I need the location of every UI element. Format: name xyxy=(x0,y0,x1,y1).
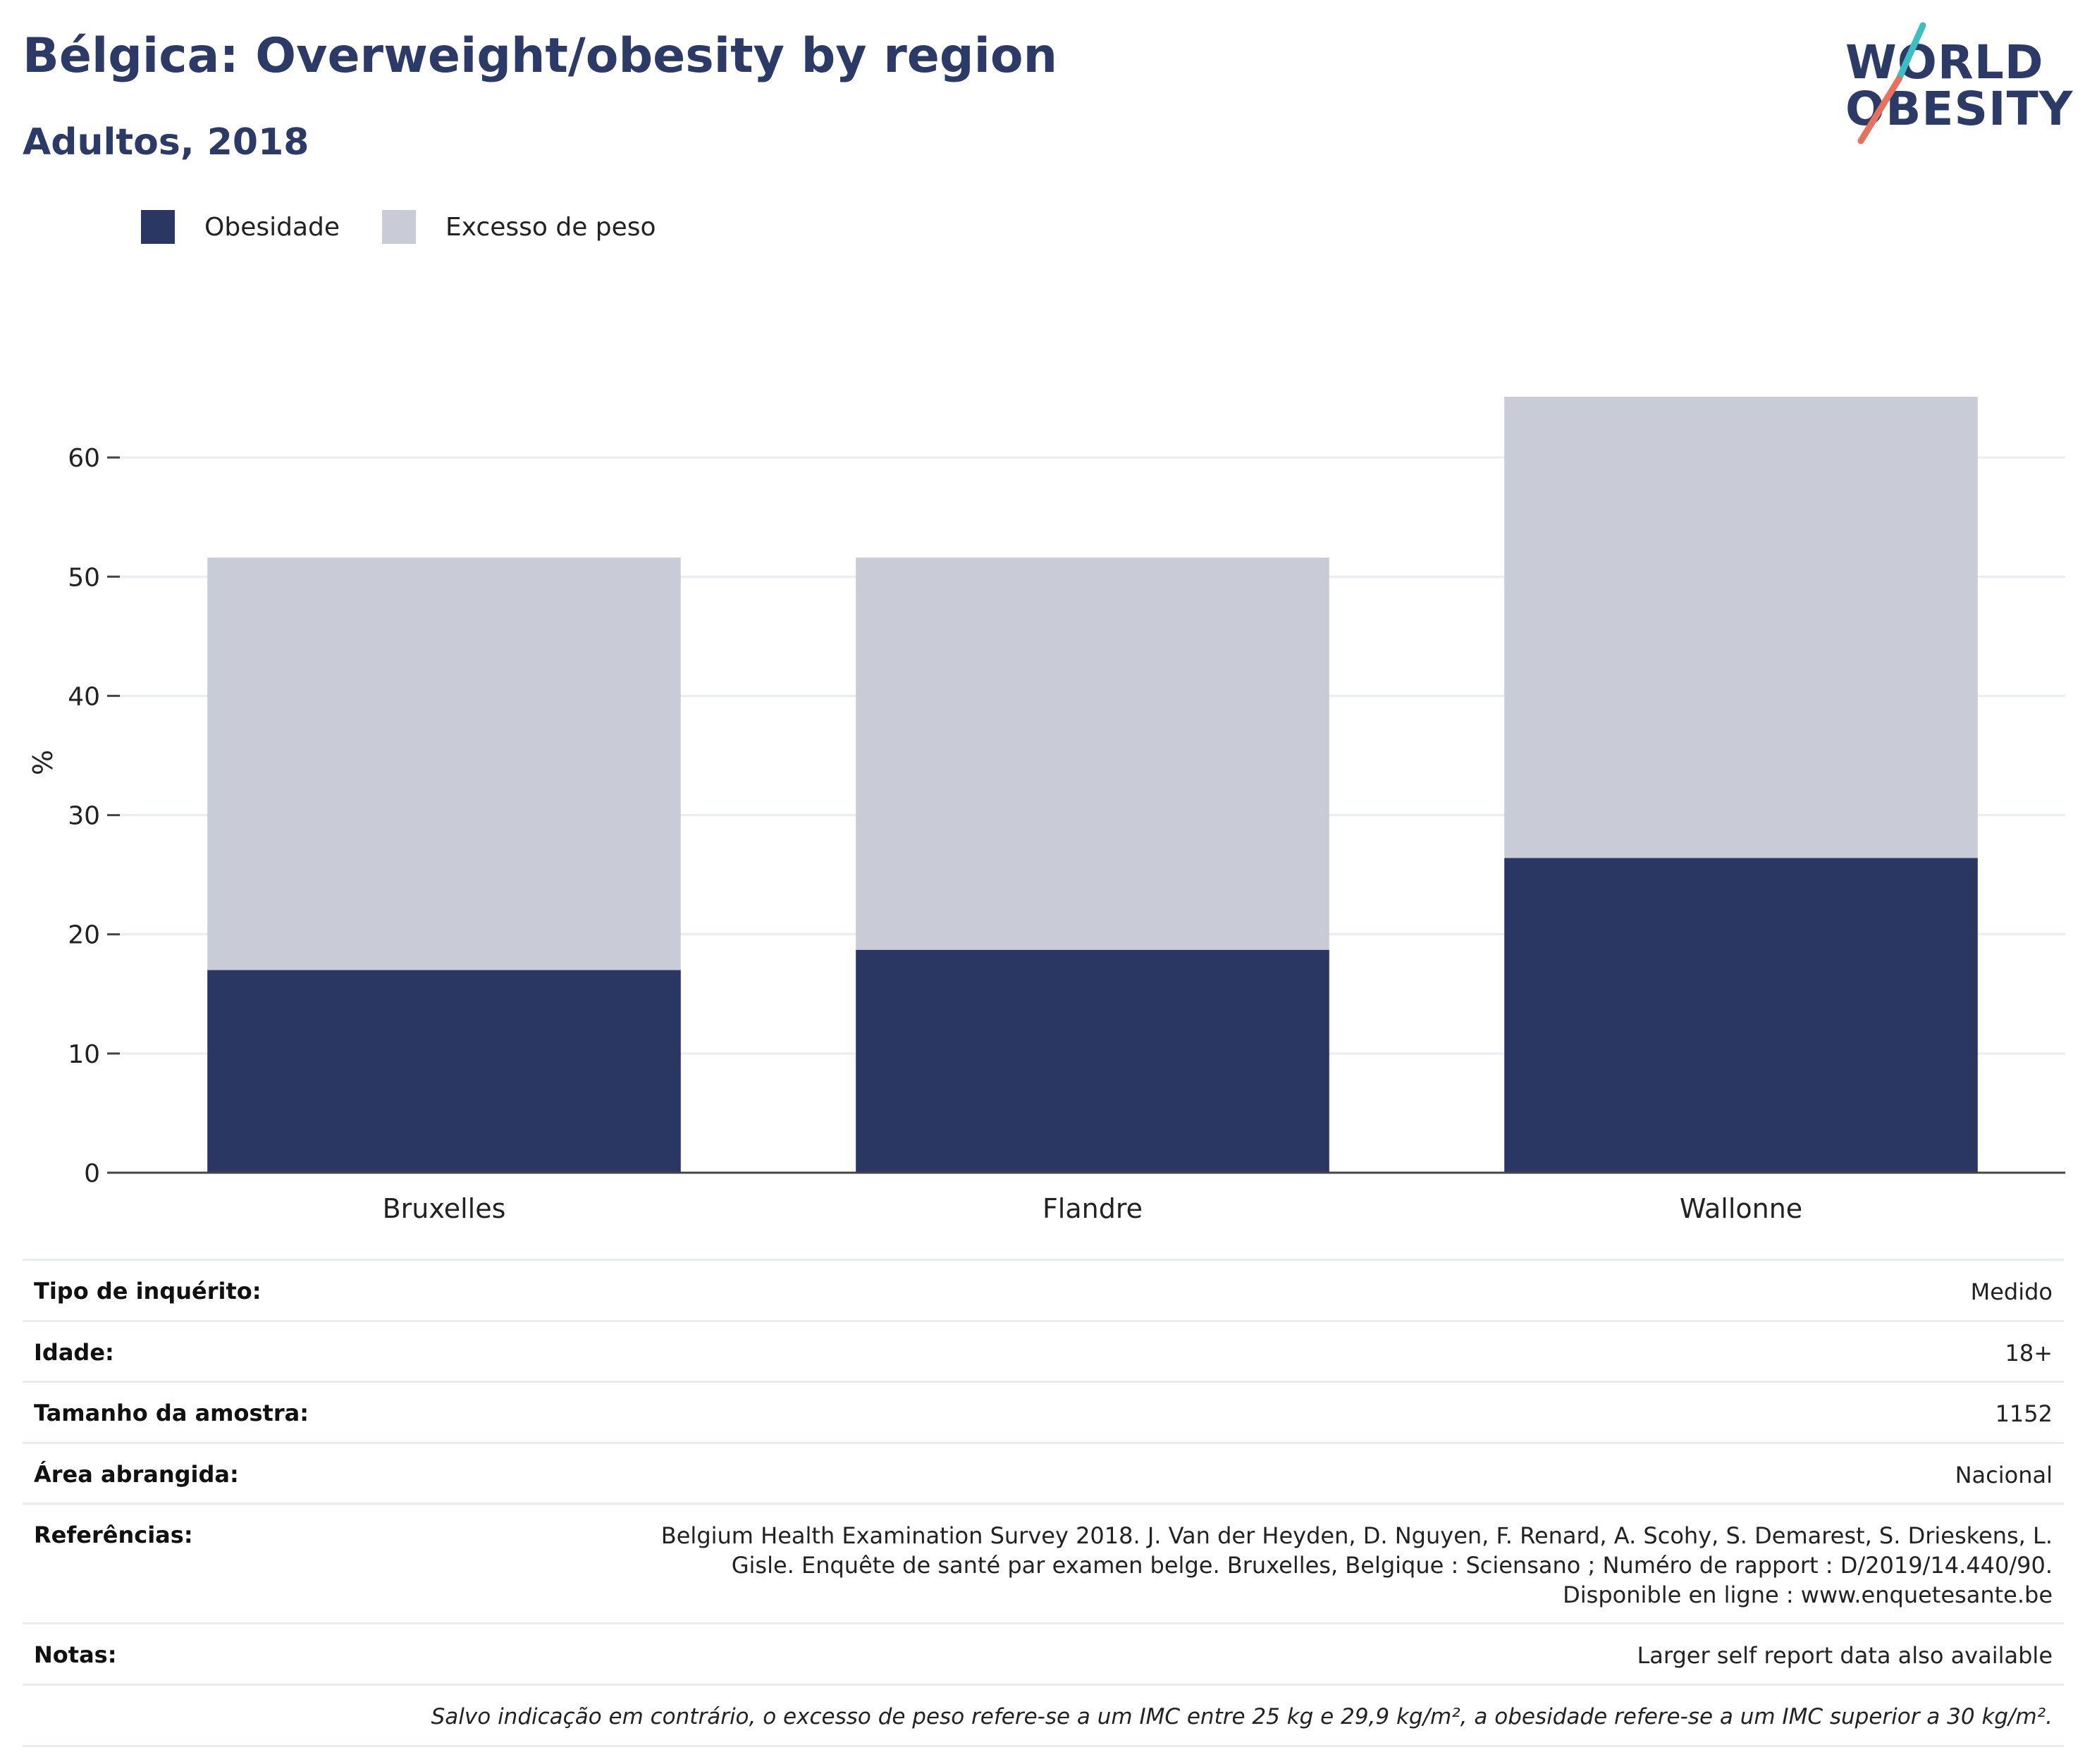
info-row-age: Idade: 18+ xyxy=(23,1319,2064,1381)
info-value: 1152 xyxy=(1995,1400,2053,1428)
chart-title: Bélgica: Overweight/obesity by region xyxy=(23,28,1058,84)
legend-item-overweight[interactable]: Excesso de peso xyxy=(382,210,656,244)
info-value: 18+ xyxy=(2005,1339,2053,1367)
legend-item-obesity[interactable]: Obesidade xyxy=(141,210,340,244)
footnote: Salvo indicação em contrário, o excesso … xyxy=(23,1683,2064,1747)
info-row-area: Área abrangida: Nacional xyxy=(23,1441,2064,1503)
y-tick-label: 10 xyxy=(68,1040,100,1069)
info-value: Medido xyxy=(1970,1278,2053,1305)
info-table: Tipo de inquérito: Medido Idade: 18+ Tam… xyxy=(23,1259,2064,1747)
info-value: Belgium Health Examination Survey 2018. … xyxy=(660,1522,2053,1608)
bar-chart: 0 10 20 30 40 50 60% Bruxelles Flandre Wallonne xyxy=(27,396,2065,1224)
chart-legend: Obesidade Excesso de peso xyxy=(141,210,699,244)
legend-swatch-obesity xyxy=(141,210,175,244)
info-row-survey-type: Tipo de inquérito: Medido xyxy=(23,1259,2064,1320)
info-key: Área abrangida: xyxy=(34,1460,239,1488)
logo-line-1: WORLD xyxy=(1845,35,2044,90)
legend-label-overweight: Excesso de peso xyxy=(445,212,656,242)
bar-obesity-flandre xyxy=(856,949,1329,1173)
bar-overweight-flandre xyxy=(856,557,1329,950)
legend-label-obesity: Obesidade xyxy=(204,212,340,242)
world-obesity-logo: WORLD OBESITY xyxy=(1833,20,2072,147)
y-tick-label: 50 xyxy=(68,563,100,592)
info-row-notes: Notas: Larger self report data also avai… xyxy=(23,1622,2064,1684)
bar-obesity-bruxelles xyxy=(207,970,681,1173)
x-tick-label: Flandre xyxy=(1042,1193,1143,1224)
info-key: Tipo de inquérito: xyxy=(34,1278,262,1305)
x-tick-label: Wallonne xyxy=(1680,1193,1802,1224)
y-tick-label: 40 xyxy=(68,682,100,711)
y-tick-label: 60 xyxy=(68,444,100,473)
chart-subtitle: Adultos, 2018 xyxy=(23,121,309,164)
info-value: Larger self report data also available xyxy=(1637,1642,2053,1670)
info-key: Referências: xyxy=(34,1522,193,1549)
bar-overweight-bruxelles xyxy=(207,557,681,970)
info-key: Notas: xyxy=(34,1641,117,1669)
info-key: Idade: xyxy=(34,1338,114,1366)
x-tick-label: Bruxelles xyxy=(383,1193,506,1224)
legend-swatch-overweight xyxy=(382,210,417,244)
y-tick-label: 30 xyxy=(68,802,100,831)
y-tick-label: 20 xyxy=(68,921,100,950)
info-value: Nacional xyxy=(1955,1461,2053,1488)
info-row-sample-size: Tamanho da amostra: 1152 xyxy=(23,1381,2064,1442)
y-axis-label: % xyxy=(27,750,59,775)
logo-slash-icon xyxy=(1857,22,1926,144)
bar-obesity-wallonne xyxy=(1504,858,1978,1173)
bar-overweight-wallonne xyxy=(1504,396,1978,858)
info-key: Tamanho da amostra: xyxy=(34,1400,309,1427)
info-row-references: Referências: Belgium Health Examination … xyxy=(23,1503,2064,1622)
y-tick-label: 0 xyxy=(84,1159,100,1188)
